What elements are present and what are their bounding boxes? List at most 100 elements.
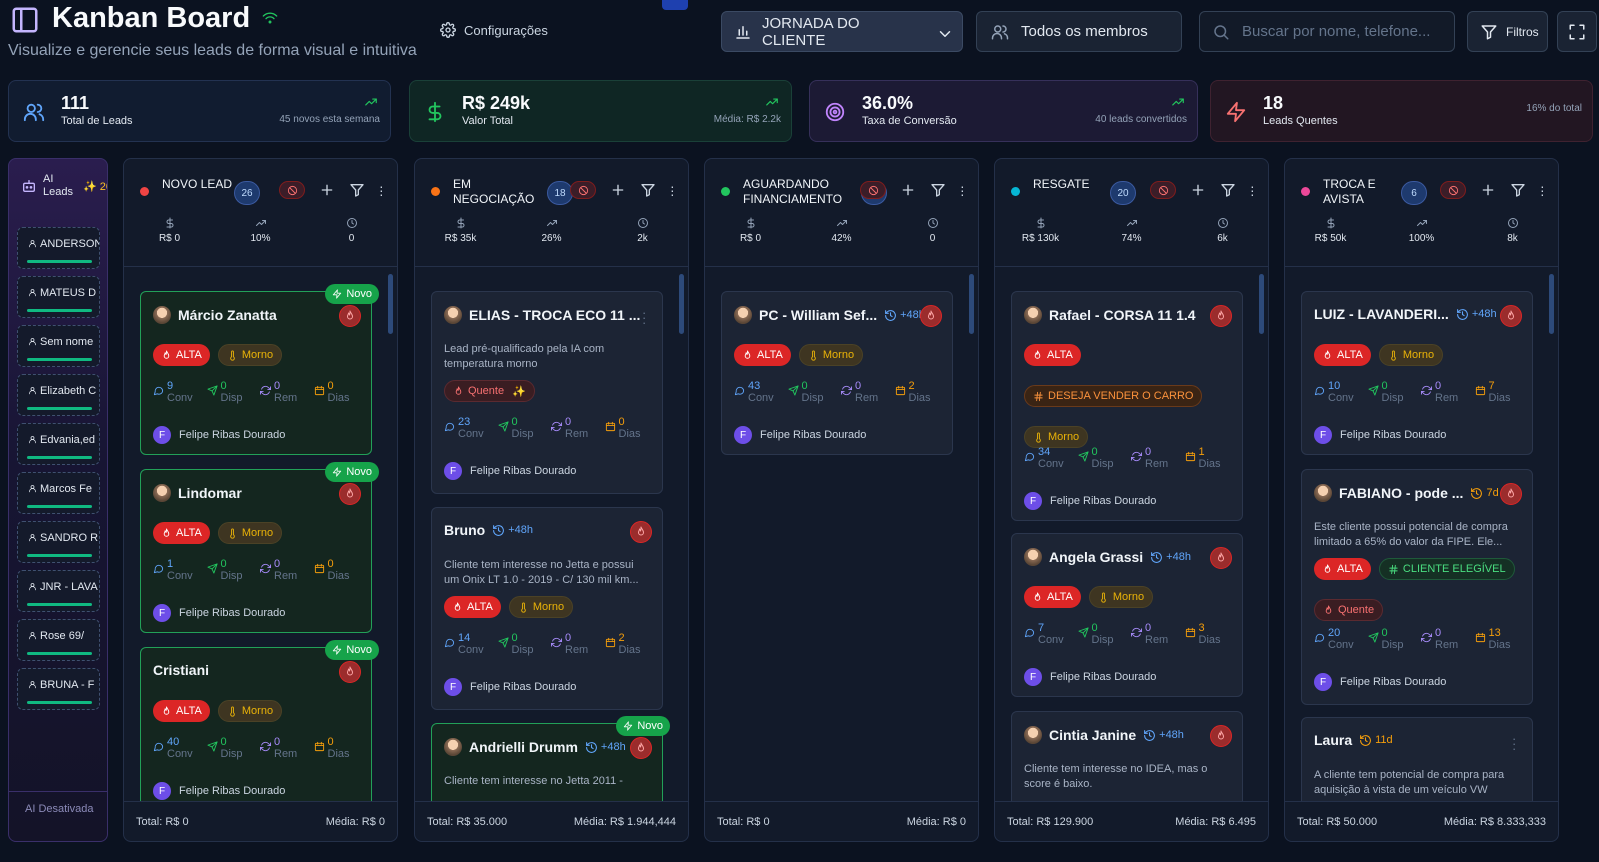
ai-lead-item[interactable]: MATEUS D — [17, 276, 100, 318]
column-filter-button[interactable] — [1510, 182, 1526, 198]
lead-card[interactable]: LUIZ - LAVANDERI... +48h ALTA Morno 10 Conv 0 D… — [1301, 291, 1533, 455]
column-scrollbar[interactable] — [679, 274, 684, 334]
add-lead-button[interactable] — [319, 182, 335, 198]
temperature-tag[interactable]: Morno — [217, 344, 283, 366]
hide-column-button[interactable] — [279, 181, 305, 199]
lead-name[interactable]: LUIZ - LAVANDERI... +48h — [1314, 306, 1497, 322]
priority-tag[interactable]: ALTA — [1024, 344, 1081, 366]
lead-owner[interactable]: F Felipe Ribas Dourado — [153, 782, 285, 800]
hot-lead-button[interactable] — [1210, 547, 1232, 569]
priority-tag[interactable]: ALTA — [1314, 558, 1371, 580]
settings-button[interactable]: Configurações — [440, 22, 548, 38]
ai-lead-item[interactable]: Marcos Fe — [17, 472, 100, 514]
hide-column-button[interactable] — [860, 181, 886, 199]
lead-card[interactable]: Angela Grassi +48h ALTA Morno 7 Conv 0 Disp 0 Rem… — [1011, 533, 1243, 697]
priority-tag[interactable]: ALTA — [734, 344, 791, 366]
column-scrollbar[interactable] — [1549, 274, 1554, 334]
column-menu-button[interactable]: · · · — [670, 178, 675, 202]
column-scrollbar[interactable] — [388, 274, 393, 334]
column-menu-button[interactable]: · · · — [960, 178, 965, 202]
hot-lead-button[interactable] — [920, 305, 942, 327]
lead-name[interactable]: FABIANO - pode ... 7d — [1314, 484, 1499, 502]
lead-name[interactable]: Cintia Janine +48h — [1024, 726, 1184, 744]
priority-tag[interactable]: ALTA — [153, 344, 210, 366]
journey-select[interactable]: JORNADA DO CLIENTE — [721, 11, 963, 52]
lead-owner[interactable]: F Felipe Ribas Dourado — [1024, 668, 1156, 686]
lead-card[interactable]: Novo Lindomar ALTA Morno 1 Conv 0 Disp 0 Rem 0 Dias… — [140, 462, 379, 633]
label-tag[interactable]: CLIENTE ELEGÍVEL — [1378, 558, 1515, 580]
lead-owner[interactable]: F Felipe Ribas Dourado — [444, 462, 576, 480]
temperature-tag[interactable]: Quente ✨ — [444, 380, 535, 402]
filters-button[interactable]: Filtros — [1467, 11, 1548, 52]
hot-lead-button[interactable] — [339, 483, 361, 505]
lead-name[interactable]: Bruno +48h — [444, 522, 533, 538]
temperature-tag[interactable]: Morno — [1378, 344, 1444, 366]
lead-card[interactable]: Novo Márcio Zanatta ALTA Morno 9 Conv 0 Disp 0 Re… — [140, 284, 379, 455]
lead-owner[interactable]: F Felipe Ribas Dourado — [153, 604, 285, 622]
hide-column-button[interactable] — [570, 181, 596, 199]
lead-name[interactable]: Angela Grassi +48h — [1024, 548, 1191, 566]
priority-tag[interactable]: ALTA — [444, 596, 501, 618]
lead-card[interactable]: PC - William Sef... +48h ALTA Morno 43 Conv 0 D… — [721, 291, 953, 455]
lead-name[interactable]: Cristiani — [153, 662, 209, 678]
temperature-tag[interactable]: Morno — [798, 344, 864, 366]
lead-owner[interactable]: F Felipe Ribas Dourado — [734, 426, 866, 444]
temperature-tag[interactable]: Morno — [217, 700, 283, 722]
hot-lead-button[interactable] — [1500, 305, 1522, 327]
hot-lead-button[interactable] — [630, 737, 652, 759]
hide-column-button[interactable] — [1440, 181, 1466, 199]
lead-name[interactable]: Márcio Zanatta — [153, 306, 277, 324]
column-menu-button[interactable]: · · · — [1540, 178, 1545, 202]
ai-lead-item[interactable]: Rose 69/ — [17, 619, 100, 661]
column-filter-button[interactable] — [640, 182, 656, 198]
priority-tag[interactable]: ALTA — [153, 522, 210, 544]
add-lead-button[interactable] — [1480, 182, 1496, 198]
column-menu-button[interactable]: · · · — [379, 178, 384, 202]
lead-name[interactable]: Andrielli Drumm +48h — [444, 738, 626, 756]
hot-lead-button[interactable] — [339, 305, 361, 327]
lead-card[interactable]: Cintia Janine +48h Cliente tem interesse n… — [1011, 711, 1243, 801]
card-menu-button[interactable]: · · · — [642, 305, 647, 330]
hide-column-button[interactable] — [1150, 181, 1176, 199]
lead-card[interactable]: Bruno +48h Cliente tem interesse no Jetta … — [431, 507, 663, 710]
lead-name[interactable]: Lindomar — [153, 484, 242, 502]
hot-lead-button[interactable] — [1210, 725, 1232, 747]
lead-card[interactable]: FABIANO - pode ... 7d Este cliente possui … — [1301, 469, 1533, 705]
ai-lead-item[interactable]: BRUNA - F — [17, 668, 100, 710]
search-input[interactable]: Buscar por nome, telefone... — [1199, 11, 1455, 52]
ai-lead-item[interactable]: Elizabeth C — [17, 374, 100, 416]
lead-card[interactable]: Laura 11d · · · A cliente tem potencial de co… — [1301, 717, 1533, 801]
lead-owner[interactable]: F Felipe Ribas Dourado — [1314, 673, 1446, 691]
hot-lead-button[interactable] — [339, 661, 361, 683]
ai-lead-item[interactable]: Sem nome — [17, 325, 100, 367]
add-lead-button[interactable] — [610, 182, 626, 198]
ai-lead-item[interactable]: JNR - LAVA — [17, 570, 100, 612]
temperature-tag[interactable]: Quente — [1314, 599, 1384, 621]
lead-card[interactable]: ELIAS - TROCA ECO 11 ... · · · Lead pré-qual… — [431, 291, 663, 494]
priority-tag[interactable]: ALTA — [1314, 344, 1371, 366]
temperature-tag[interactable]: Morno — [508, 596, 574, 618]
fullscreen-button[interactable] — [1557, 11, 1597, 52]
temperature-tag[interactable]: Morno — [1024, 426, 1089, 448]
column-menu-button[interactable]: · · · — [1250, 178, 1255, 202]
column-scrollbar[interactable] — [1259, 274, 1264, 334]
add-lead-button[interactable] — [900, 182, 916, 198]
temperature-tag[interactable]: Morno — [1088, 586, 1154, 608]
hot-lead-button[interactable] — [1210, 305, 1232, 327]
temperature-tag[interactable]: Morno — [217, 522, 283, 544]
lead-card[interactable]: Rafael - CORSA 11 1.4 ALTA DESEJA VENDER O… — [1011, 291, 1243, 521]
label-tag[interactable]: DESEJA VENDER O CARRO — [1024, 385, 1203, 407]
lead-owner[interactable]: F Felipe Ribas Dourado — [444, 678, 576, 696]
lead-owner[interactable]: F Felipe Ribas Dourado — [1024, 492, 1156, 510]
column-filter-button[interactable] — [1220, 182, 1236, 198]
lead-owner[interactable]: F Felipe Ribas Dourado — [1314, 426, 1446, 444]
ai-lead-item[interactable]: SANDRO R — [17, 521, 100, 563]
column-filter-button[interactable] — [349, 182, 365, 198]
members-select[interactable]: Todos os membros — [976, 11, 1182, 52]
priority-tag[interactable]: ALTA — [1024, 586, 1081, 608]
column-scrollbar[interactable] — [969, 274, 974, 334]
ai-lead-item[interactable]: ANDERSON — [17, 227, 100, 269]
lead-name[interactable]: Laura 11d — [1314, 732, 1393, 748]
hot-lead-button[interactable] — [630, 521, 652, 543]
lead-name[interactable]: ELIAS - TROCA ECO 11 ... — [444, 306, 640, 324]
